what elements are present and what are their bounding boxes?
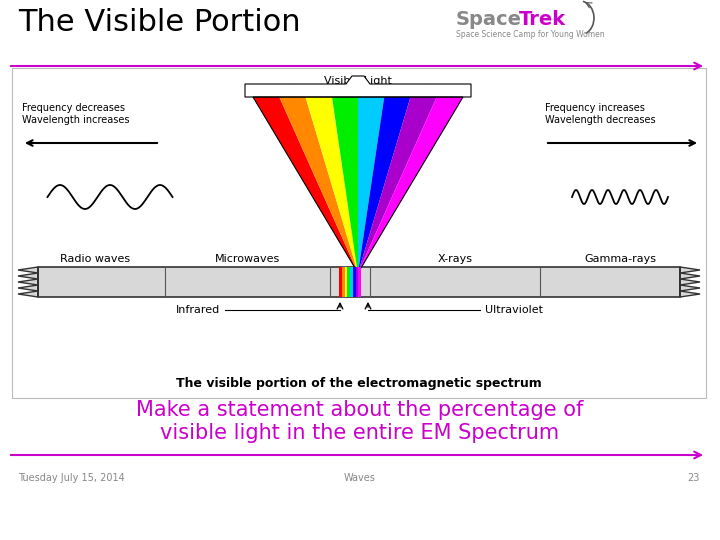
Text: Frequency increases
Wavelength decreases: Frequency increases Wavelength decreases xyxy=(545,103,656,125)
Bar xyxy=(350,267,353,297)
Text: Infrared: Infrared xyxy=(176,305,220,315)
Polygon shape xyxy=(305,97,357,268)
Polygon shape xyxy=(360,97,463,268)
Polygon shape xyxy=(680,267,700,297)
Polygon shape xyxy=(359,97,410,268)
Bar xyxy=(342,267,344,297)
Text: X-rays: X-rays xyxy=(438,254,472,264)
Text: Gamma-rays: Gamma-rays xyxy=(584,254,656,264)
Bar xyxy=(359,267,361,297)
Polygon shape xyxy=(18,267,38,297)
Text: Frequency decreases
Wavelength increases: Frequency decreases Wavelength increases xyxy=(22,103,130,125)
Text: Space Science Camp for Young Women: Space Science Camp for Young Women xyxy=(456,30,605,39)
Polygon shape xyxy=(359,97,437,268)
Text: Trek: Trek xyxy=(519,10,566,29)
Text: Make a statement about the percentage of: Make a statement about the percentage of xyxy=(136,400,584,420)
Polygon shape xyxy=(245,76,471,97)
Text: Space: Space xyxy=(456,10,522,29)
Text: Microwaves: Microwaves xyxy=(215,254,281,264)
Text: The visible portion of the electromagnetic spectrum: The visible portion of the electromagnet… xyxy=(176,377,542,390)
Bar xyxy=(38,267,680,297)
Text: Radio waves: Radio waves xyxy=(60,254,130,264)
Bar xyxy=(353,267,356,297)
Polygon shape xyxy=(279,97,356,268)
Polygon shape xyxy=(358,97,384,268)
Text: visible light in the entire EM Spectrum: visible light in the entire EM Spectrum xyxy=(161,423,559,443)
Bar xyxy=(356,267,359,297)
Polygon shape xyxy=(332,97,358,268)
Bar xyxy=(12,68,706,398)
Bar xyxy=(339,267,342,297)
Text: 23: 23 xyxy=(688,473,700,483)
Bar xyxy=(347,267,350,297)
Text: Tuesday July 15, 2014: Tuesday July 15, 2014 xyxy=(18,473,125,483)
Bar xyxy=(344,267,347,297)
Text: Visible Light: Visible Light xyxy=(324,76,392,86)
Text: The Visible Portion: The Visible Portion xyxy=(18,8,301,37)
Polygon shape xyxy=(253,97,356,268)
Text: Ultraviolet: Ultraviolet xyxy=(485,305,543,315)
Text: Waves: Waves xyxy=(344,473,376,483)
